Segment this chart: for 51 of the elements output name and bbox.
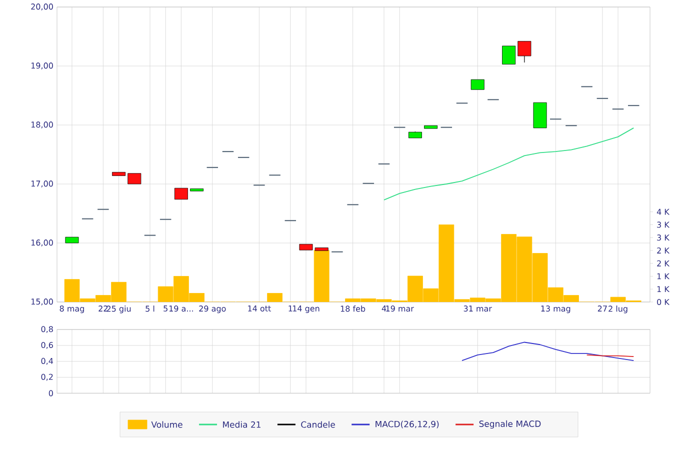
candlestick	[174, 188, 188, 200]
y2-tick-label: 4 K	[656, 208, 670, 215]
candlestick	[128, 173, 142, 184]
legend-label: Segnale MACD	[479, 420, 541, 429]
candlestick	[424, 125, 438, 129]
x-tick-label: 19 a...	[169, 306, 193, 312]
x-tick-label: 8 mag	[60, 306, 84, 314]
y2-tick-label: 2 K	[657, 260, 670, 266]
y2-tick-label: 2 K	[657, 247, 670, 254]
y2-tick-label: 3 K	[657, 222, 670, 228]
candlestick	[65, 236, 79, 244]
y-tick-label: 0,2	[41, 374, 53, 381]
candlestick	[190, 188, 204, 192]
x-tick-label: 29 ago	[199, 306, 226, 314]
x-tick-label: 5	[164, 306, 168, 312]
x-tick-label: 31 mar	[464, 306, 492, 312]
x-tick-label: 2 lug	[608, 306, 628, 314]
legend-label: MACD(26,12,9)	[376, 420, 439, 428]
y-tick-label: 16,00	[31, 240, 53, 246]
x-tick-label: 27	[598, 306, 607, 312]
x-tick-label: 25 giu	[106, 306, 131, 314]
y-tick-label: 19,00	[31, 62, 53, 70]
y-tick-label: 0,8	[41, 326, 53, 333]
candlestick	[518, 40, 532, 63]
x-tick-label: 4	[382, 306, 386, 312]
y-tick-label: 0,6	[41, 342, 53, 349]
legend-label: Media 21	[223, 421, 260, 428]
x-tick-label: 14 ott	[248, 306, 271, 312]
x-tick-label: 18 feb	[340, 306, 366, 312]
candlestick	[112, 172, 126, 176]
y-tick-label: 17,00	[31, 180, 53, 188]
x-tick-label: 1	[288, 306, 292, 312]
x-tick-label: 19 mar	[386, 306, 414, 312]
candlestick	[533, 102, 547, 128]
y-tick-label: 20,00	[31, 4, 53, 10]
x-tick-label: 13 mag	[541, 306, 570, 314]
x-tick-label: 14 gen	[292, 306, 320, 314]
candlestick	[502, 46, 516, 64]
x-tick-label: 22	[98, 306, 108, 312]
legend-label: Candele	[301, 421, 335, 428]
y-tick-label: 0,4	[41, 358, 54, 365]
y2-tick-label: 1 K	[657, 273, 670, 280]
y2-tick-label: 1 K	[657, 286, 670, 292]
y-tick-label: 18,00	[31, 122, 53, 128]
x-tick-label: 5 l	[146, 306, 154, 312]
y-tick-label: 0	[48, 390, 53, 396]
y-tick-label: 15,00	[31, 298, 53, 306]
candlestick	[470, 79, 484, 90]
y2-tick-label: 0 K	[657, 298, 670, 306]
y2-tick-label: 3 K	[657, 234, 670, 241]
legend-label: Volume	[151, 421, 182, 428]
